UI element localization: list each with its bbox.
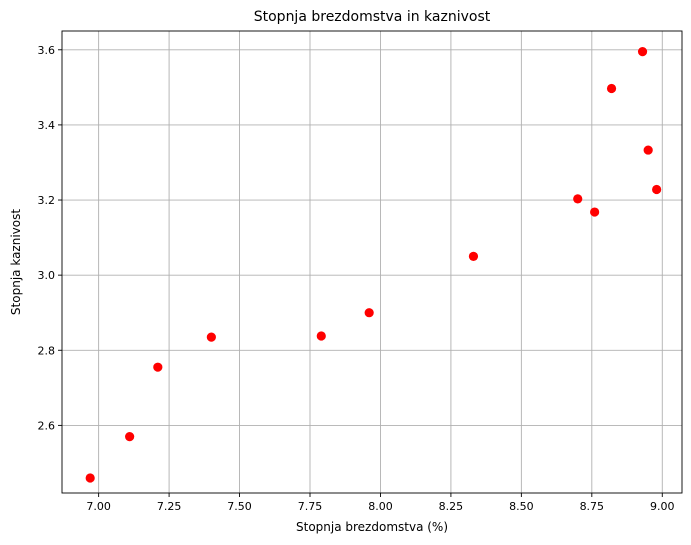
data-point	[206, 332, 216, 342]
x-tick-label: 8.50	[509, 500, 534, 513]
x-tick-label: 7.25	[157, 500, 182, 513]
y-tick-label: 2.6	[38, 419, 56, 432]
x-tick-label: 8.00	[368, 500, 393, 513]
grid	[62, 31, 682, 493]
data-point	[316, 331, 326, 341]
data-point	[637, 47, 648, 57]
y-axis-ticks: 2.6 2.8 3.0 3.2 3.4 3.6	[38, 44, 62, 432]
y-tick-label: 3.4	[38, 119, 56, 132]
data-point	[652, 184, 662, 195]
y-tick-label: 3.2	[38, 194, 56, 207]
chart-title: Stopnja brezdomstva in kaznivost	[254, 9, 491, 25]
x-tick-label: 7.50	[227, 500, 252, 513]
data-point	[606, 83, 617, 94]
data-point	[590, 207, 600, 217]
data-point	[573, 194, 583, 204]
data-point	[125, 432, 135, 442]
data-point	[468, 251, 479, 261]
y-tick-label: 2.8	[38, 344, 56, 357]
data-point	[153, 362, 163, 372]
data-point	[643, 145, 653, 155]
x-tick-label: 7.75	[298, 500, 323, 513]
plot-frame	[61, 30, 683, 494]
x-axis-ticks: 7.00 7.25 7.50 7.75 8.00 8.25 8.50 8.75 9.00	[86, 493, 675, 513]
data-points	[85, 47, 662, 483]
data-point	[85, 473, 95, 483]
y-axis-label: Stopnja kaznivost	[9, 209, 23, 315]
y-tick-label: 3.0	[38, 269, 56, 282]
x-tick-label: 9.00	[650, 500, 675, 513]
y-tick-label: 3.6	[38, 44, 56, 57]
data-point	[364, 308, 374, 318]
x-tick-label: 8.25	[439, 500, 464, 513]
x-axis-label: Stopnja brezdomstva (%)	[296, 520, 448, 534]
x-tick-label: 8.75	[580, 500, 605, 513]
x-tick-label: 7.00	[86, 500, 111, 513]
